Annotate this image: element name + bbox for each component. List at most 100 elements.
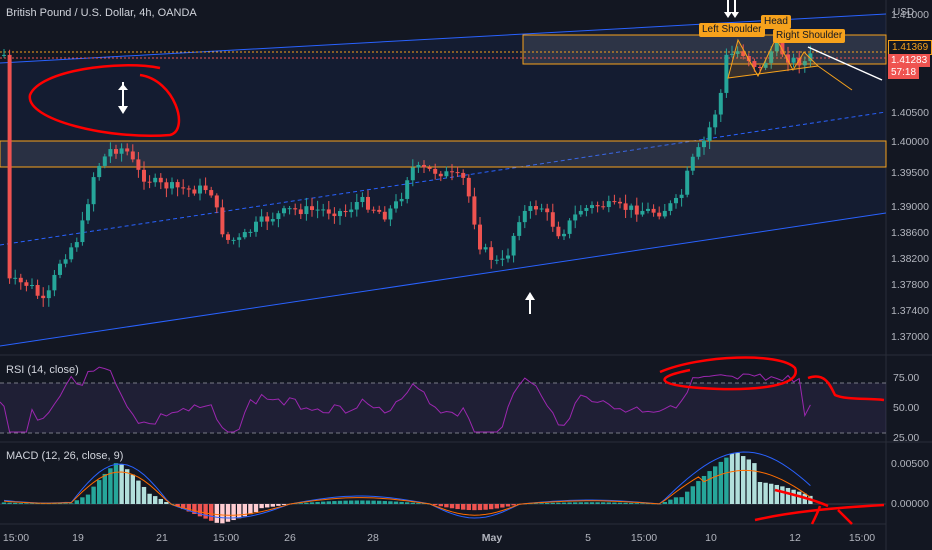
- macd-histogram[interactable]: [1, 452, 813, 524]
- macd-label[interactable]: MACD (12, 26, close, 9): [6, 450, 124, 462]
- macd-histogram-bar: [164, 502, 169, 504]
- candle-body: [802, 61, 807, 66]
- candle-body: [651, 208, 656, 213]
- price-tag-upper: 1.41369: [888, 40, 932, 55]
- macd-histogram-bar: [455, 504, 460, 510]
- macd-histogram-bar: [119, 464, 124, 504]
- price-axis-label: 1.40000: [891, 136, 929, 148]
- candlestick-series[interactable]: [2, 34, 813, 307]
- macd-histogram-bar: [248, 504, 253, 515]
- macd-histogram-bar: [539, 503, 544, 504]
- macd-histogram-bar: [718, 461, 723, 504]
- macd-histogram-bar: [494, 504, 499, 509]
- time-axis[interactable]: 15:00 19 21 15:00 26 28 May 5 15:00 10 12 15:00: [3, 532, 875, 544]
- candle-body: [270, 219, 275, 222]
- macd-histogram-bar: [97, 480, 102, 504]
- neckline-projection[interactable]: [817, 65, 853, 91]
- candle-body: [130, 151, 135, 160]
- price-axis[interactable]: 1.41000 1.40500 1.40000 1.39500 1.39000 1.386…: [891, 9, 929, 343]
- candle-body: [226, 234, 230, 240]
- macd-histogram-bar: [477, 504, 483, 511]
- candle-body: [522, 210, 527, 223]
- candle-body: [539, 208, 544, 210]
- markup-circle-price[interactable]: [28, 64, 181, 137]
- candle-body: [517, 222, 522, 236]
- macd-histogram-bar: [724, 457, 729, 504]
- macd-histogram-bar: [69, 503, 74, 504]
- head-label[interactable]: Head: [761, 15, 791, 29]
- up-arrow-icon[interactable]: [525, 292, 535, 314]
- macd-histogram-bar: [7, 502, 12, 504]
- candle-body: [114, 149, 118, 154]
- macd-histogram-bar: [433, 504, 438, 506]
- head-shoulders-pattern[interactable]: [727, 36, 820, 79]
- candle-body: [259, 216, 264, 222]
- candle-body: [13, 277, 18, 279]
- macd-histogram-bar: [153, 496, 158, 504]
- macd-histogram-bar: [461, 504, 466, 510]
- channel-upper-line[interactable]: [0, 13, 887, 64]
- candle-body: [763, 62, 768, 68]
- markup-circle-rsi[interactable]: [659, 356, 797, 391]
- candle-body: [405, 180, 410, 199]
- macd-histogram-bar: [466, 504, 471, 511]
- candle-body: [371, 209, 376, 211]
- macd-histogram-bar: [309, 502, 315, 504]
- down-arrow-icon[interactable]: [118, 82, 128, 114]
- candle-body: [483, 247, 488, 250]
- price-axis-label: 1.37800: [891, 279, 929, 291]
- macd-histogram-bar: [623, 502, 628, 504]
- candle-body: [455, 172, 460, 174]
- channel-lower-line[interactable]: [0, 212, 887, 347]
- macd-axis[interactable]: 0.00500 0.00000: [891, 458, 929, 510]
- rsi-line[interactable]: [0, 366, 811, 433]
- chart-title[interactable]: British Pound / U.S. Dollar, 4h, OANDA: [6, 7, 197, 19]
- candle-body: [321, 209, 326, 211]
- candle-body: [198, 185, 202, 194]
- candle-body: [354, 202, 359, 210]
- left-shoulder-label[interactable]: Left Shoulder: [699, 23, 765, 37]
- rsi-label[interactable]: RSI (14, close): [6, 364, 79, 376]
- macd-histogram-bar: [561, 502, 567, 504]
- candle-body: [573, 214, 578, 221]
- macd-histogram-bar: [29, 503, 35, 504]
- candle-body: [142, 169, 146, 182]
- candle-body: [360, 196, 365, 203]
- channel-median-line[interactable]: [0, 111, 887, 246]
- rsi-axis[interactable]: 75.00 50.00 25.00: [893, 372, 919, 444]
- currency-label[interactable]: USD: [893, 7, 915, 18]
- candle-body: [304, 206, 309, 215]
- macd-signal-line[interactable]: [3, 469, 811, 516]
- candle-body: [237, 237, 242, 240]
- macd-histogram-bar: [304, 502, 309, 504]
- double-down-arrow-icon[interactable]: [724, 0, 739, 18]
- candle-body: [326, 209, 331, 214]
- macd-histogram-bar: [382, 501, 387, 504]
- macd-histogram-bar: [181, 504, 186, 510]
- macd-histogram-bar: [797, 491, 802, 504]
- macd-histogram-bar: [668, 499, 673, 504]
- macd-histogram-bar: [265, 504, 270, 508]
- right-shoulder-label[interactable]: Right Shoulder: [773, 29, 846, 43]
- macd-line[interactable]: [3, 451, 811, 519]
- candle-body: [41, 295, 46, 299]
- macd-histogram-bar: [24, 503, 29, 504]
- macd-histogram-bar: [281, 504, 287, 505]
- candle-body: [556, 226, 561, 237]
- markup-arrow-macd[interactable]: [754, 488, 885, 525]
- candle-body: [248, 231, 253, 233]
- macd-histogram-bar: [690, 486, 695, 504]
- macd-histogram-bar: [108, 468, 113, 504]
- rsi-axis-label: 50.00: [893, 402, 919, 414]
- candle-body: [377, 209, 382, 212]
- macd-histogram-bar: [449, 504, 455, 509]
- trend-line-white[interactable]: [807, 46, 883, 81]
- macd-histogram-bar: [371, 500, 376, 504]
- candle-body: [612, 201, 617, 203]
- candle-body: [310, 206, 314, 210]
- macd-histogram-bar: [125, 469, 130, 504]
- resistance-zone-lower[interactable]: [0, 140, 887, 168]
- time-axis-label: May: [482, 532, 503, 544]
- markup-line-rsi[interactable]: [807, 375, 885, 402]
